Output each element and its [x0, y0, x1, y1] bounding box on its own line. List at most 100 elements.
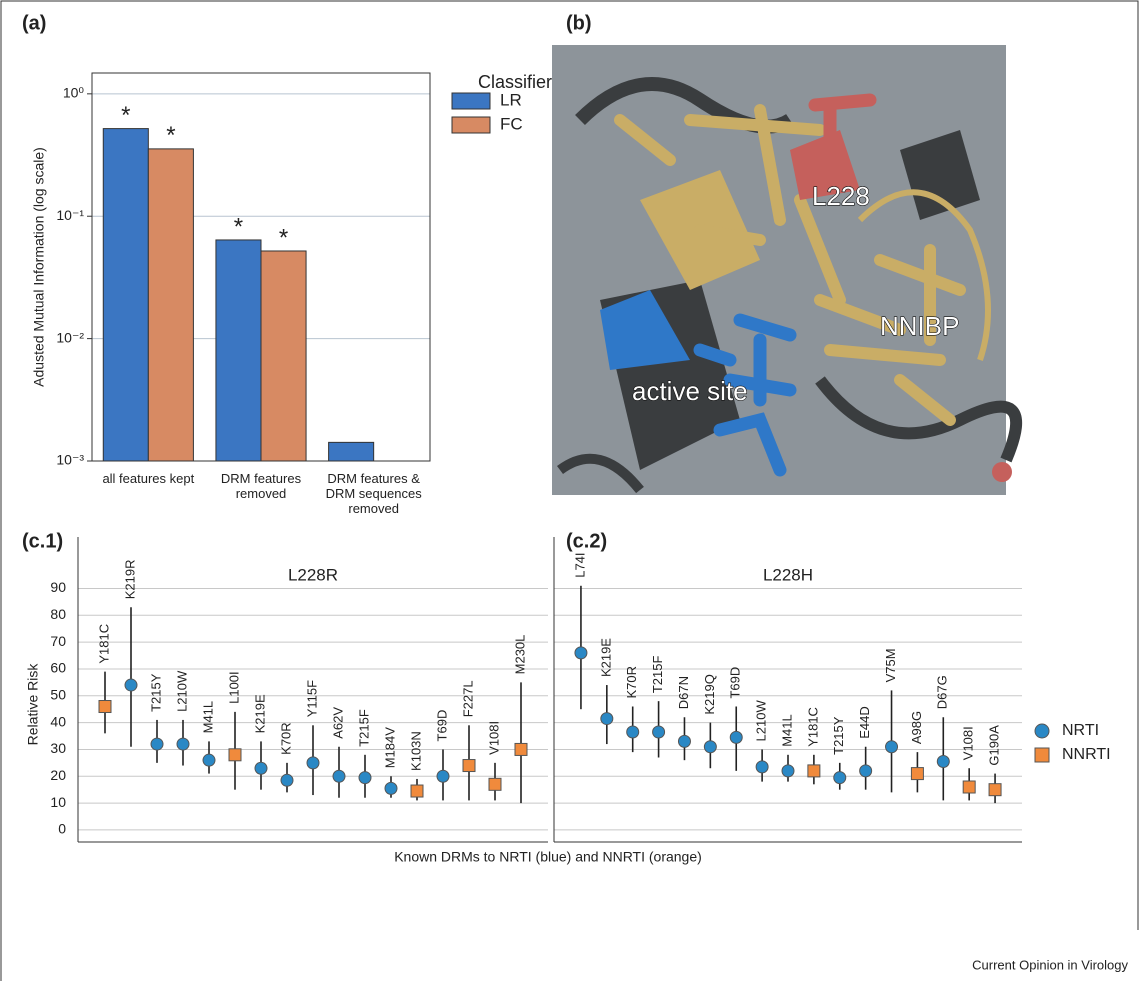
image-label: NNIBP	[880, 311, 959, 341]
point	[333, 770, 345, 782]
x-category-label: Y181C	[96, 624, 111, 664]
x-category-label: K219E	[598, 638, 613, 677]
x-axis-label: Known DRMs to NRTI (blue) and NNRTI (ora…	[394, 849, 702, 865]
x-category-label: T69D	[728, 667, 743, 699]
point	[437, 770, 449, 782]
x-category-label: L100I	[226, 671, 241, 704]
y-tick-label: 0	[58, 821, 66, 837]
legend-swatch	[452, 93, 490, 109]
image-label: L228	[812, 181, 870, 211]
point	[704, 741, 716, 753]
point	[515, 743, 527, 755]
x-category-label: M41L	[200, 701, 215, 734]
x-category-label: K219Q	[702, 674, 717, 714]
x-category-label: D67N	[676, 676, 691, 709]
legend-swatch	[452, 117, 490, 133]
legend-title: Classifier	[478, 72, 552, 92]
y-tick-label: 50	[50, 686, 66, 702]
y-axis-label: Relative Risk	[25, 663, 41, 746]
x-category-label: K219R	[122, 559, 137, 599]
point	[627, 726, 639, 738]
x-category-label: L210W	[174, 670, 189, 712]
x-category-label: T215Y	[148, 673, 163, 712]
point	[678, 735, 690, 747]
y-tick-label: 20	[50, 767, 66, 783]
point	[411, 785, 423, 797]
x-category-label: V108I	[486, 721, 501, 755]
y-tick-label: 10⁻²	[56, 329, 84, 345]
x-tick-label: DRM features removed	[203, 471, 319, 501]
x-category-label: T215F	[356, 709, 371, 747]
x-category-label: T215F	[650, 656, 665, 694]
point	[886, 741, 898, 753]
bar	[261, 251, 306, 461]
legend-marker	[1035, 724, 1049, 738]
y-tick-label: 30	[50, 740, 66, 756]
x-category-label: D67G	[935, 675, 950, 709]
x-category-label: M230L	[512, 635, 527, 675]
point	[229, 749, 241, 761]
y-tick-label: 10	[50, 794, 66, 810]
legend-label: LR	[500, 90, 522, 109]
point	[575, 647, 587, 659]
x-category-label: Y115F	[304, 680, 319, 717]
point	[255, 762, 267, 774]
point	[463, 760, 475, 772]
y-tick-label: 40	[50, 713, 66, 729]
x-category-label: A98G	[909, 711, 924, 744]
point	[989, 784, 1001, 796]
y-tick-label: 80	[50, 606, 66, 622]
point	[782, 765, 794, 777]
panel-label: (c.2)	[566, 530, 607, 552]
significance-mark: *	[166, 122, 175, 149]
chart-title: L228H	[763, 565, 813, 584]
x-category-label: V75M	[883, 648, 898, 682]
x-category-label: G190A	[986, 725, 1001, 766]
point	[834, 772, 846, 784]
y-tick-label: 90	[50, 579, 66, 595]
panel-label: (c.1)	[22, 530, 63, 552]
x-category-label: T215Y	[831, 716, 846, 755]
significance-mark: *	[121, 102, 130, 129]
x-category-label: F227L	[460, 680, 475, 717]
point	[937, 756, 949, 768]
x-category-label: L210W	[754, 700, 769, 742]
bar	[216, 240, 261, 461]
x-tick-label: all features kept	[90, 471, 206, 486]
point	[359, 772, 371, 784]
x-category-label: L74I	[572, 552, 587, 577]
image-label: active site	[632, 376, 748, 406]
x-category-label: A62V	[330, 707, 345, 739]
panel-label: (a)	[22, 12, 46, 34]
y-tick-label: 60	[50, 660, 66, 676]
point	[963, 781, 975, 793]
x-category-label: K70R	[624, 666, 639, 699]
bar	[103, 129, 148, 461]
x-tick-label: DRM features & DRM sequences removed	[316, 471, 432, 516]
point	[601, 713, 613, 725]
panel-label: (b)	[566, 12, 592, 34]
x-category-label: K70R	[278, 722, 293, 755]
y-tick-label: 10⁻¹	[56, 207, 84, 223]
point	[860, 765, 872, 777]
significance-mark: *	[234, 213, 243, 240]
bar	[329, 442, 374, 461]
point	[151, 738, 163, 750]
y-tick-label: 10⁻³	[56, 452, 84, 468]
point	[911, 768, 923, 780]
legend-label: NNRTI	[1062, 746, 1111, 763]
footer: Current Opinion in Virology	[972, 957, 1128, 972]
y-axis-label: Adusted Mutual Information (log scale)	[31, 147, 47, 387]
bar	[148, 149, 193, 461]
x-category-label: E44D	[857, 706, 872, 739]
significance-mark: *	[279, 224, 288, 251]
chart-title: L228R	[288, 565, 338, 584]
point	[99, 701, 111, 713]
point	[808, 765, 820, 777]
point	[307, 757, 319, 769]
point	[756, 761, 768, 773]
x-category-label: T69D	[434, 710, 449, 742]
legend-label: NRTI	[1062, 722, 1099, 739]
point	[385, 782, 397, 794]
point	[177, 738, 189, 750]
